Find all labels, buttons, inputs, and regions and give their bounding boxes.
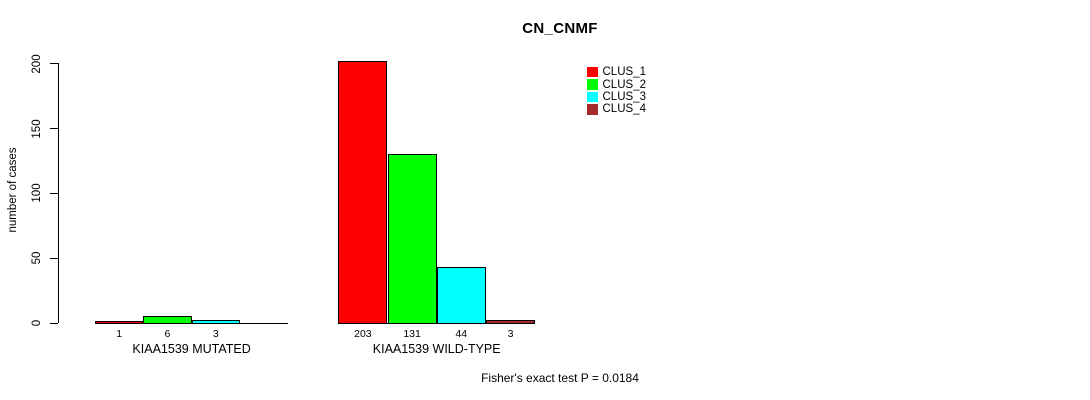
bar-value-label: 44: [455, 328, 468, 340]
bar-clus_2-wildtype: [387, 153, 437, 324]
y-tick-label: 150: [31, 119, 43, 139]
legend-swatch-clus2: [587, 79, 598, 90]
legend-swatch-clus3: [587, 91, 598, 103]
bar-clus_2-mutated: [143, 315, 192, 324]
legend-item: CLUS_1: [587, 66, 646, 78]
y-tick-label: 200: [31, 54, 43, 74]
legend: CLUS_1 CLUS_2 CLUS_3 CLUS_4: [587, 66, 646, 116]
chart-title: CN_CNMF: [522, 20, 598, 37]
bar-value-label: 3: [507, 328, 514, 340]
y-axis-title: number of cases: [7, 147, 19, 233]
y-axis-tick: [50, 257, 58, 259]
bar-clus_3-mutated: [191, 319, 240, 324]
legend-label: CLUS_4: [602, 103, 646, 116]
y-axis-tick: [50, 63, 58, 65]
fisher-test-annotation: Fisher's exact test P = 0.0184: [481, 371, 639, 385]
legend-label: CLUS_1: [602, 66, 646, 79]
y-tick-label: 100: [31, 183, 43, 203]
legend-item: CLUS_3: [587, 91, 646, 103]
y-tick-label: 50: [31, 251, 43, 265]
legend-label: CLUS_3: [602, 90, 646, 103]
bar-clus_1-wildtype: [338, 60, 388, 324]
bar-value-label: 203: [354, 328, 372, 340]
y-tick-label: 0: [31, 319, 43, 327]
bar-clus_3-wildtype: [436, 266, 486, 324]
y-axis-line: [57, 63, 59, 324]
legend-swatch-clus1: [587, 66, 598, 78]
bar-value-label: 6: [164, 328, 171, 340]
group-label-mutated: KIAA1539 MUTATED: [132, 342, 251, 356]
legend-item: CLUS_4: [587, 103, 646, 115]
legend-swatch-clus4: [587, 104, 598, 115]
bar-value-label: 1: [116, 328, 123, 340]
y-axis-tick: [50, 192, 58, 195]
legend-item: CLUS_2: [587, 78, 646, 91]
legend-label: CLUS_2: [602, 78, 646, 91]
bar-value-label: 131: [403, 328, 421, 340]
bar-value-label: 3: [212, 328, 219, 340]
y-axis-tick: [50, 322, 58, 324]
y-axis-tick: [50, 128, 58, 130]
bar-clus_1-mutated: [95, 321, 144, 324]
group-label-wildtype: KIAA1539 WILD-TYPE: [372, 342, 501, 356]
bar-clus_4-wildtype: [485, 319, 536, 324]
